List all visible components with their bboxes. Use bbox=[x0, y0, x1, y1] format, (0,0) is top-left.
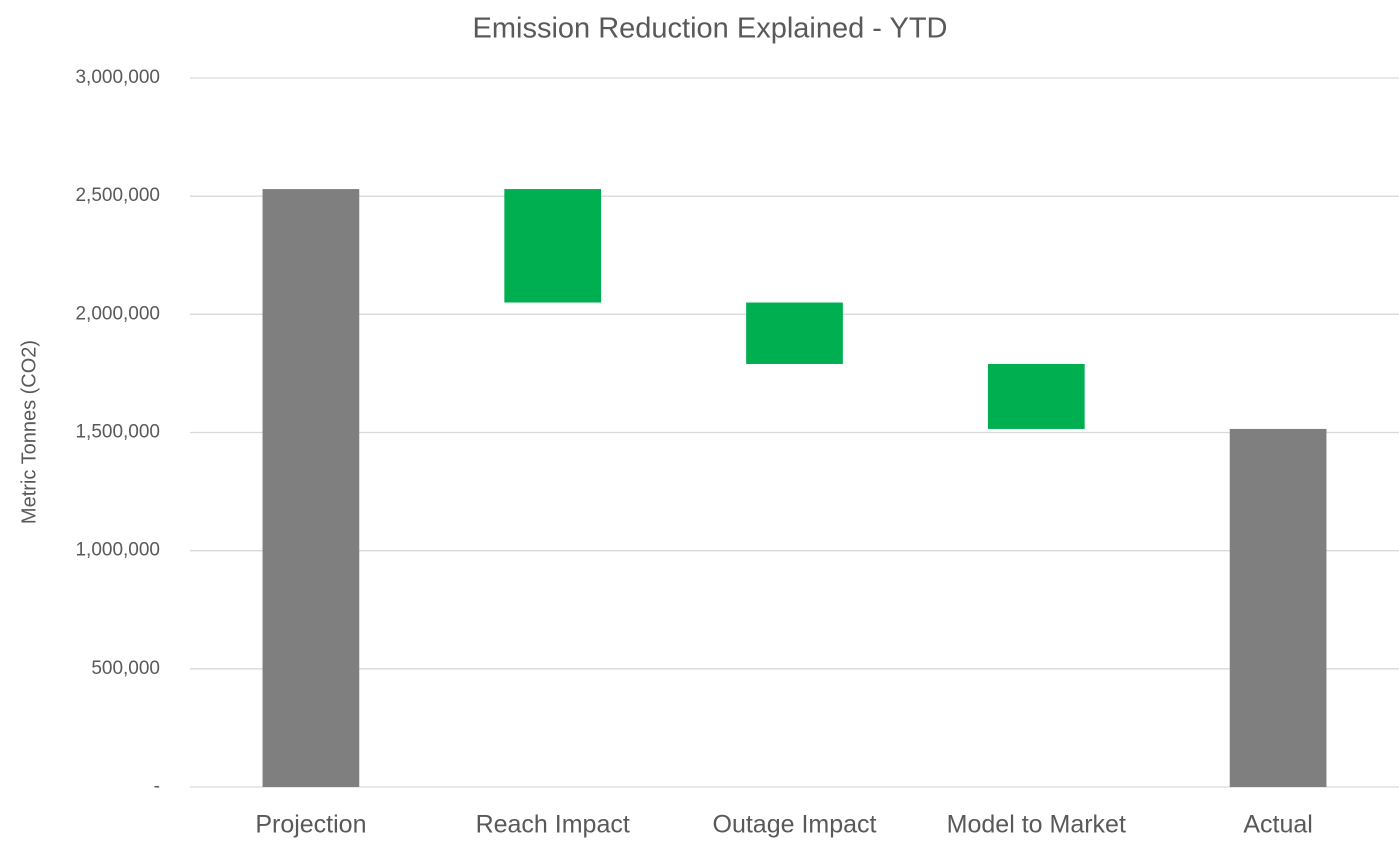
x-tick-label: Actual bbox=[1243, 811, 1312, 839]
y-axis-label: Metric Tonnes (CO2) bbox=[18, 340, 40, 524]
x-tick-label: Outage Impact bbox=[713, 811, 877, 839]
y-tick-label: 2,500,000 bbox=[75, 185, 160, 206]
change-bar bbox=[987, 363, 1085, 429]
y-tick-label: - bbox=[154, 776, 160, 797]
x-tick-label: Model to Market bbox=[947, 811, 1126, 839]
y-tick-label: 500,000 bbox=[91, 658, 160, 679]
total-bar bbox=[262, 189, 360, 787]
y-tick-label: 3,000,000 bbox=[75, 67, 160, 88]
chart-title: Emission Reduction Explained - YTD bbox=[473, 13, 948, 45]
y-tick-label: 1,000,000 bbox=[75, 540, 160, 561]
x-tick-label: Projection bbox=[255, 811, 366, 839]
change-bar bbox=[746, 302, 843, 364]
y-tick-label: 1,500,000 bbox=[75, 422, 160, 443]
x-tick-label: Reach Impact bbox=[476, 811, 630, 839]
change-bar bbox=[504, 189, 602, 303]
total-bar bbox=[1229, 428, 1327, 787]
y-tick-label: 2,000,000 bbox=[75, 303, 160, 324]
